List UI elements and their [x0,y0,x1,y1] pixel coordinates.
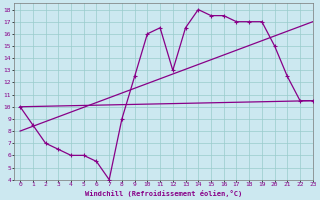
X-axis label: Windchill (Refroidissement éolien,°C): Windchill (Refroidissement éolien,°C) [84,190,242,197]
